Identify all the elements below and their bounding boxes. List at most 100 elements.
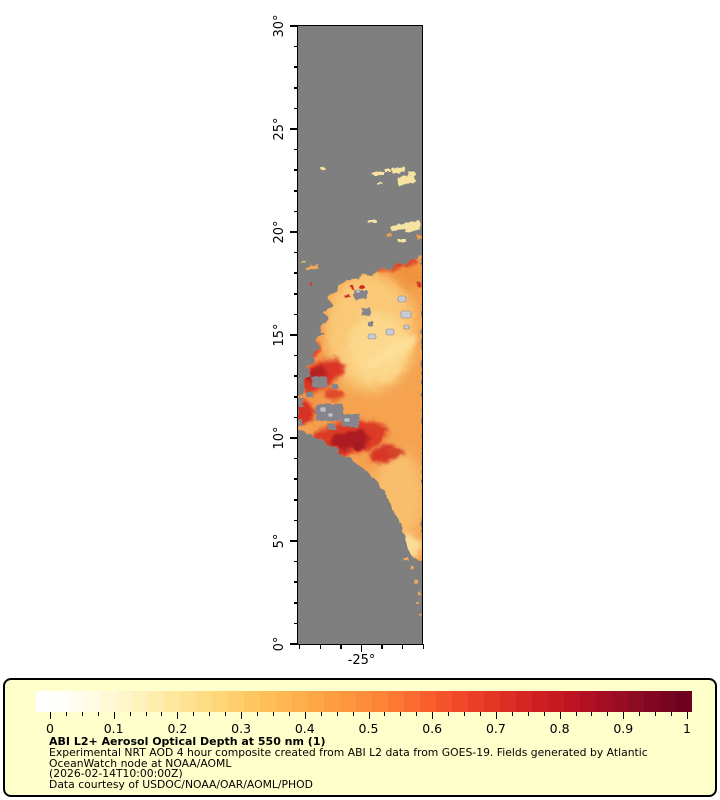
colorbar-cell — [340, 691, 356, 712]
y-axis-tick — [293, 457, 298, 460]
colorbar-tick — [575, 712, 577, 716]
colorbar-tick — [352, 712, 354, 716]
colorbar-cell — [100, 691, 116, 712]
y-axis-tick — [293, 210, 298, 213]
colorbar-tick — [591, 712, 593, 716]
colorbar-tick — [495, 712, 497, 719]
colorbar-tick — [527, 712, 529, 716]
colorbar-cell — [388, 691, 404, 712]
colorbar-tick — [607, 712, 609, 716]
y-axis-label: 5° — [272, 533, 287, 549]
colorbar-tick — [304, 712, 306, 719]
colorbar-cell — [644, 691, 660, 712]
colorbar-cell — [196, 691, 212, 712]
y-axis-tick — [293, 499, 298, 501]
colorbar-tick — [639, 712, 641, 716]
colorbar-tick — [225, 712, 227, 716]
colorbar-cell — [676, 691, 692, 712]
colorbar-tick — [368, 712, 370, 719]
y-axis-label: 25° — [272, 117, 287, 141]
colorbar-tick — [129, 712, 131, 716]
colorbar-cell — [116, 691, 132, 712]
colorbar-tick — [623, 712, 625, 719]
y-axis-tick — [293, 66, 298, 68]
colorbar-cell — [404, 691, 420, 712]
x-axis-tick — [360, 644, 363, 652]
colorbar-tick — [272, 712, 274, 716]
y-axis-label: 30° — [272, 14, 287, 38]
colorbar-cell — [548, 691, 564, 712]
x-axis-tick — [422, 644, 425, 649]
colorbar-tick — [257, 712, 259, 716]
y-axis-tick — [293, 87, 298, 89]
colorbar-tick — [336, 712, 338, 716]
legend-panel: 0 0.1 0.2 0.3 0.4 0.5 0.6 0.7 0.8 0.9 1 ABI L2+ Ae… — [3, 678, 717, 797]
colorbar-tick-label: 0.9 — [613, 721, 634, 736]
colorbar-tick — [559, 712, 561, 719]
colorbar-cell — [148, 691, 164, 712]
colorbar-cell — [436, 691, 452, 712]
colorbar-tick — [543, 712, 545, 716]
x-axis-tick — [381, 644, 383, 649]
colorbar-tick — [511, 712, 513, 716]
y-axis-tick — [290, 643, 298, 645]
colorbar-tick-label: 0.6 — [422, 721, 443, 736]
aod-map-plot — [297, 25, 423, 645]
colorbar-cell — [564, 691, 580, 712]
y-axis-tick — [293, 396, 298, 398]
caption-line-4: (2026-02-14T10:00:00Z) — [49, 767, 183, 781]
aod-map-field — [298, 26, 422, 644]
y-axis-label: 20° — [272, 220, 287, 244]
y-axis-tick — [293, 313, 298, 316]
colorbar-tick-label: 1 — [683, 721, 691, 736]
colorbar-tick — [193, 712, 195, 716]
colorbar-cell — [660, 691, 676, 712]
colorbar-tick-label: 0.2 — [167, 721, 188, 736]
colorbar-tick — [464, 712, 466, 716]
colorbar-tick — [320, 712, 322, 716]
colorbar-cell — [84, 691, 100, 712]
y-axis-tick — [290, 128, 298, 130]
caption-line-5: Data courtesy of USDOC/NOAA/OAR/AOML/PHO… — [49, 777, 313, 791]
y-axis-tick — [293, 602, 298, 604]
y-axis-tick — [293, 190, 298, 192]
colorbar-tick — [113, 712, 115, 719]
y-axis-tick — [293, 107, 298, 110]
colorbar-cell — [132, 691, 148, 712]
colorbar-tick — [288, 712, 290, 716]
colorbar-tick-label: 0.5 — [358, 721, 379, 736]
thin-aerosol-patches — [302, 167, 422, 285]
colorbar-cell — [612, 691, 628, 712]
colorbar — [36, 691, 692, 712]
colorbar-cell — [180, 691, 196, 712]
colorbar-tick-label: 0 — [46, 721, 54, 736]
cape-verde-islands — [319, 289, 412, 423]
colorbar-tick-label: 0.8 — [549, 721, 570, 736]
y-axis-tick — [293, 272, 298, 274]
colorbar-tick — [50, 712, 51, 719]
y-axis-tick — [293, 519, 298, 522]
caption: ABI L2+ Aerosol Optical Depth at 550 nm … — [49, 736, 699, 791]
colorbar-tick — [416, 712, 418, 716]
y-axis-tick — [293, 148, 298, 151]
colorbar-tick — [687, 712, 688, 719]
colorbar-tick — [81, 712, 83, 716]
colorbar-cell — [52, 691, 68, 712]
colorbar-tick-label: 0.1 — [103, 721, 124, 736]
colorbar-tick — [145, 712, 147, 716]
y-axis-tick — [293, 581, 298, 583]
colorbar-cell — [356, 691, 372, 712]
y-axis-tick — [293, 169, 298, 171]
y-axis-tick — [293, 416, 298, 419]
colorbar-tick — [671, 712, 673, 716]
colorbar-cell — [420, 691, 436, 712]
colorbar-cell — [164, 691, 180, 712]
colorbar-cell — [244, 691, 260, 712]
caption-line-3: OceanWatch node at NOAA/AOML — [49, 756, 232, 770]
colorbar-tick — [384, 712, 386, 716]
y-axis-tick — [293, 375, 298, 377]
colorbar-cell — [228, 691, 244, 712]
y-axis-tick — [293, 560, 298, 563]
colorbar-cell — [628, 691, 644, 712]
colorbar-cell — [484, 691, 500, 712]
